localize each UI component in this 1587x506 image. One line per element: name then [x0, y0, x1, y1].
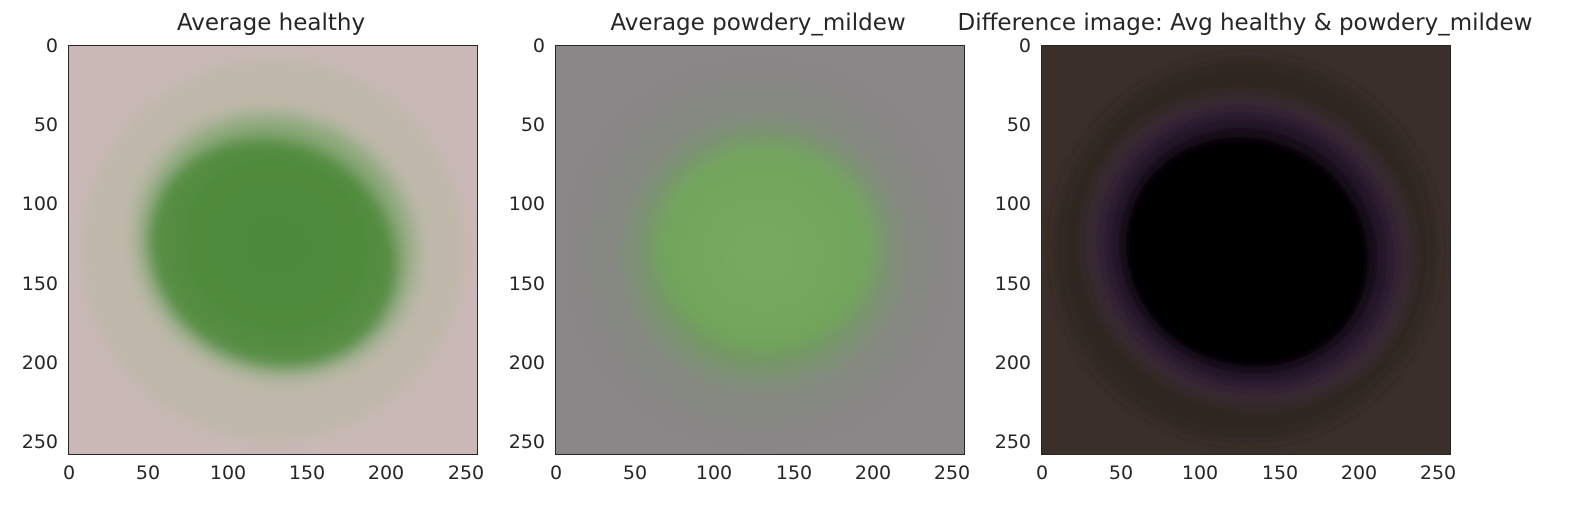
panel-title-difference-image: Difference image: Avg healthy & powdery_…: [957, 10, 1533, 36]
average-powdery-mildew-leaf-picture: [556, 46, 964, 454]
y-tick-label: 50: [33, 114, 58, 136]
panel-title-average-powdery-mildew: Average powdery_mildew: [610, 10, 906, 36]
difference-image-picture: [1042, 46, 1450, 454]
y-tick-label: 100: [21, 193, 58, 215]
y-tick-label: 0: [1018, 35, 1031, 57]
y-tick-label: 100: [508, 193, 545, 215]
y-tick-label: 200: [508, 352, 545, 374]
x-tick-label: 50: [1108, 462, 1134, 484]
y-tick-label: 150: [508, 273, 545, 295]
average-healthy-leaf-picture: [69, 46, 477, 454]
x-tick-label: 250: [933, 462, 971, 484]
average-healthy-image: [68, 45, 478, 455]
x-tick-label: 200: [367, 462, 405, 484]
x-tick-label: 200: [854, 462, 892, 484]
y-tick-label: 150: [994, 273, 1031, 295]
x-tick-label: 150: [288, 462, 326, 484]
x-tick-label: 200: [1340, 462, 1378, 484]
x-tick-label: 250: [1419, 462, 1457, 484]
difference-image: [1041, 45, 1451, 455]
y-tick-label: 0: [45, 35, 58, 57]
x-tick-label: 0: [1035, 462, 1049, 484]
x-tick-label: 50: [622, 462, 648, 484]
y-tick-label: 250: [21, 431, 58, 453]
x-tick-label: 250: [447, 462, 485, 484]
y-tick-label: 0: [532, 35, 545, 57]
y-tick-label: 50: [1006, 114, 1031, 136]
y-tick-label: 200: [21, 352, 58, 374]
x-tick-label: 0: [549, 462, 563, 484]
x-tick-label: 100: [209, 462, 247, 484]
panel-title-average-healthy: Average healthy: [176, 10, 366, 36]
y-tick-label: 50: [520, 114, 545, 136]
x-tick-label: 100: [1181, 462, 1219, 484]
x-tick-label: 150: [775, 462, 813, 484]
x-tick-label: 50: [135, 462, 161, 484]
x-tick-label: 0: [62, 462, 76, 484]
x-tick-label: 150: [1261, 462, 1299, 484]
y-tick-label: 200: [994, 352, 1031, 374]
average-powdery-mildew-image: [555, 45, 965, 455]
y-tick-label: 150: [21, 273, 58, 295]
y-tick-label: 100: [994, 193, 1031, 215]
x-tick-label: 100: [695, 462, 733, 484]
y-tick-label: 250: [994, 431, 1031, 453]
y-tick-label: 250: [508, 431, 545, 453]
